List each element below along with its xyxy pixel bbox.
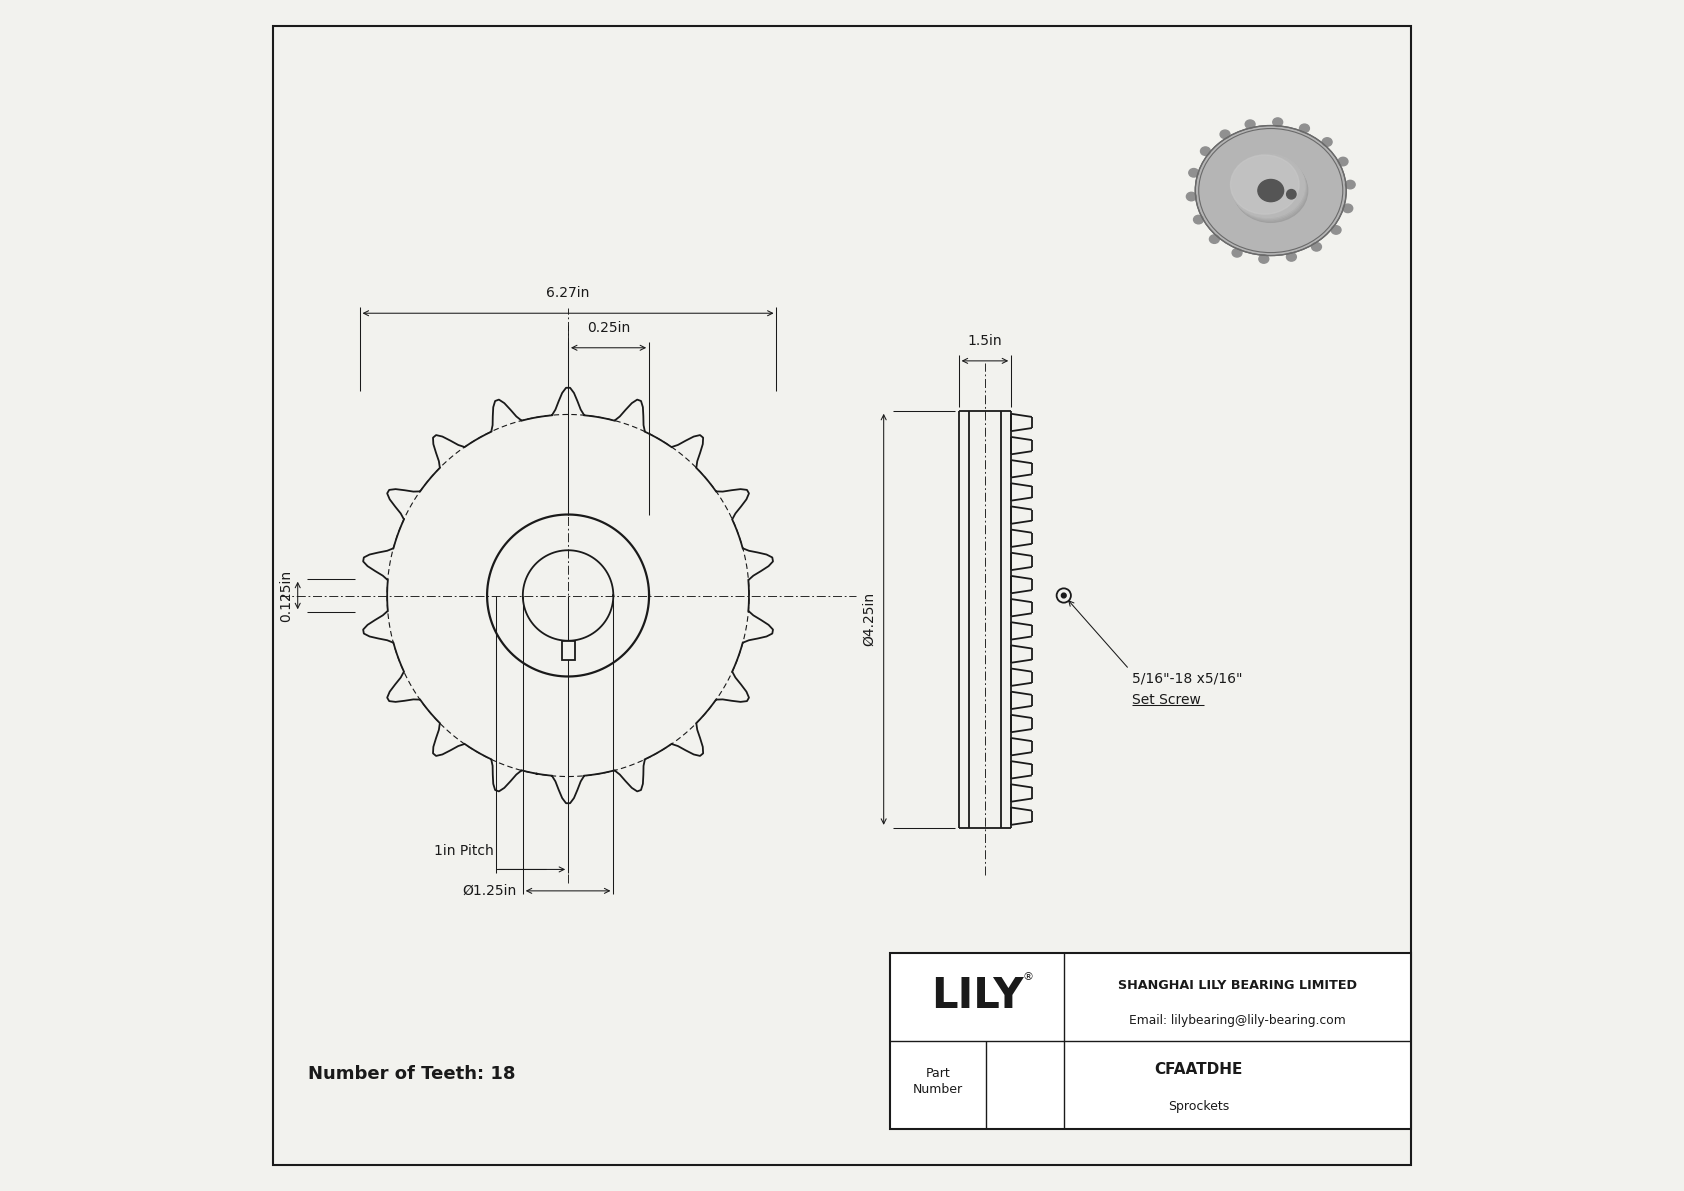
Text: 6.27in: 6.27in bbox=[546, 286, 589, 300]
Text: Part
Number: Part Number bbox=[913, 1067, 963, 1096]
Ellipse shape bbox=[1300, 124, 1310, 132]
Ellipse shape bbox=[1234, 158, 1308, 223]
Text: SHANGHAI LILY BEARING LIMITED: SHANGHAI LILY BEARING LIMITED bbox=[1118, 979, 1357, 992]
Ellipse shape bbox=[1194, 216, 1204, 224]
Text: Ø1.25in: Ø1.25in bbox=[463, 884, 517, 898]
Ellipse shape bbox=[1260, 255, 1268, 263]
Ellipse shape bbox=[1346, 180, 1356, 189]
Ellipse shape bbox=[1233, 156, 1307, 220]
Ellipse shape bbox=[1209, 235, 1219, 243]
Ellipse shape bbox=[1287, 252, 1297, 261]
Text: 5/16"-18 x5/16": 5/16"-18 x5/16" bbox=[1132, 672, 1243, 686]
Ellipse shape bbox=[1201, 146, 1211, 155]
Ellipse shape bbox=[1339, 157, 1347, 166]
Text: Set Screw: Set Screw bbox=[1132, 693, 1201, 707]
Bar bbox=[889, 953, 1411, 1129]
Text: Sprockets: Sprockets bbox=[1169, 1100, 1229, 1114]
Ellipse shape bbox=[1273, 118, 1283, 126]
Ellipse shape bbox=[1330, 226, 1340, 235]
Text: 1in Pitch: 1in Pitch bbox=[433, 843, 493, 858]
Text: 0.25in: 0.25in bbox=[588, 320, 630, 335]
Bar bbox=[561, 641, 574, 660]
Text: ®: ® bbox=[1022, 972, 1034, 981]
Text: Email: lilybearing@lily-bearing.com: Email: lilybearing@lily-bearing.com bbox=[1130, 1014, 1346, 1027]
Ellipse shape bbox=[1187, 192, 1196, 201]
Text: LILY: LILY bbox=[931, 975, 1024, 1017]
Circle shape bbox=[1287, 189, 1297, 199]
Text: CFAATDHE: CFAATDHE bbox=[1154, 1061, 1243, 1077]
Ellipse shape bbox=[1258, 180, 1283, 201]
Ellipse shape bbox=[1231, 155, 1298, 214]
Ellipse shape bbox=[1221, 130, 1229, 138]
Ellipse shape bbox=[1233, 157, 1307, 222]
Text: Ø4.25in: Ø4.25in bbox=[862, 592, 876, 647]
Text: 1.5in: 1.5in bbox=[968, 333, 1002, 348]
Text: Number of Teeth: 18: Number of Teeth: 18 bbox=[308, 1065, 515, 1084]
Ellipse shape bbox=[1342, 204, 1352, 212]
Ellipse shape bbox=[1233, 249, 1243, 257]
Ellipse shape bbox=[1189, 169, 1199, 177]
Circle shape bbox=[1061, 593, 1066, 598]
Ellipse shape bbox=[1231, 155, 1305, 219]
Ellipse shape bbox=[1231, 154, 1305, 218]
Bar bbox=[889, 953, 1411, 1129]
Ellipse shape bbox=[1322, 138, 1332, 146]
Ellipse shape bbox=[1312, 243, 1322, 251]
Text: 0.125in: 0.125in bbox=[280, 569, 293, 622]
Ellipse shape bbox=[1196, 125, 1346, 256]
Ellipse shape bbox=[1244, 120, 1255, 129]
